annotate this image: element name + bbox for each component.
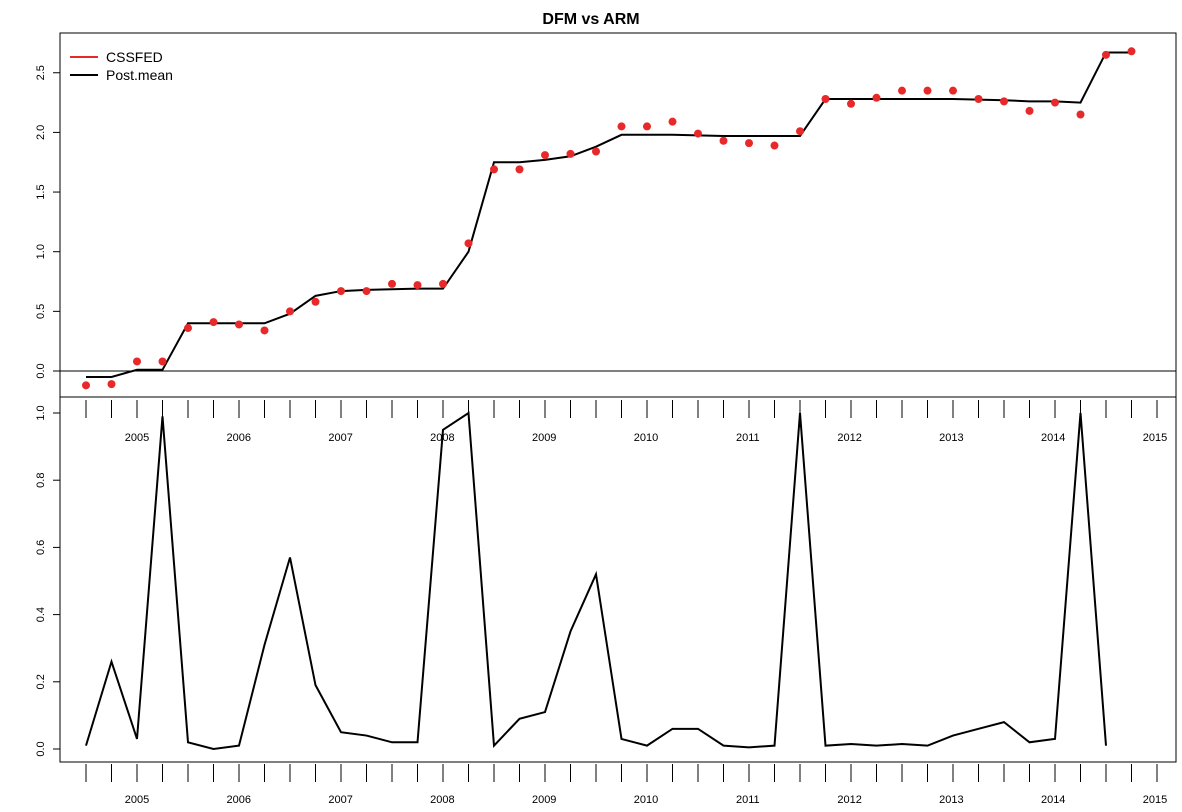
top-x-tick-label: 2014 — [1041, 432, 1065, 444]
bottom-panel: 0.00.20.40.60.81.0 2005 2006 2007 2008 2009 2… — [35, 396, 1177, 806]
bottom-x-tick-label: 2009 — [532, 794, 556, 806]
bottom-x-tick-label: 2012 — [837, 794, 861, 806]
chart-title: DFM vs ARM — [542, 11, 639, 28]
top-plot-frame — [59, 32, 1177, 398]
cssfed-point — [898, 86, 906, 95]
top-x-tick-label: 2007 — [328, 432, 352, 444]
cssfed-point — [413, 281, 422, 290]
cssfed-point — [133, 357, 141, 366]
cssfed-series — [82, 47, 1136, 390]
cssfed-point — [490, 165, 498, 174]
top-y-tick-label: 0.0 — [35, 363, 47, 378]
bottom-x-tick-label: 2006 — [227, 794, 251, 806]
cssfed-point — [566, 149, 575, 158]
top-x-tick-label: 2006 — [227, 432, 251, 444]
bottom-x-tick-label: 2013 — [939, 794, 963, 806]
bottom-x-tick-label: 2011 — [736, 794, 760, 806]
probability-line — [85, 411, 1107, 751]
cssfed-point — [745, 139, 753, 148]
cssfed-point — [974, 94, 983, 103]
cssfed-point — [107, 380, 116, 389]
top-x-tick-label: 2009 — [532, 432, 556, 444]
cssfed-point — [847, 99, 855, 108]
cssfed-point — [388, 279, 396, 288]
cssfed-point — [541, 151, 549, 160]
cssfed-point — [337, 287, 345, 296]
bottom-y-tick-label: 0.4 — [35, 607, 47, 622]
cssfed-point — [235, 320, 243, 329]
cssfed-point — [515, 165, 524, 174]
top-panel: 0.00.51.01.52.02.5 2005 2006 2007 2008 2009 2… — [35, 32, 1177, 444]
top-y-tick-label: 2.5 — [35, 65, 47, 80]
cssfed-point — [439, 279, 447, 288]
top-x-tick-label: 2013 — [939, 432, 963, 444]
cssfed-point — [821, 94, 830, 103]
bottom-y-tick-label: 0.0 — [35, 741, 47, 756]
top-x-tick-label: 2012 — [837, 432, 861, 444]
cssfed-point — [949, 86, 957, 95]
cssfed-point — [719, 136, 728, 145]
cssfed-point — [923, 86, 932, 95]
cssfed-point — [668, 117, 677, 126]
bottom-x-tick-label: 2015 — [1143, 794, 1167, 806]
cssfed-point — [464, 239, 473, 248]
top-x-tick-label: 2010 — [634, 432, 658, 444]
bottom-x-tick-label: 2008 — [430, 794, 454, 806]
cssfed-point — [362, 287, 371, 296]
top-x-tick-label: 2005 — [125, 432, 149, 444]
top-x-tick-label: 2015 — [1143, 432, 1167, 444]
bottom-x-tick-label: 2010 — [634, 794, 658, 806]
top-y-tick-label: 1.0 — [35, 244, 47, 259]
cssfed-point — [1076, 110, 1085, 119]
top-y-axis: 0.0 0.5 1.0 1.5 2.0 2.5 — [35, 65, 60, 379]
cssfed-point — [796, 127, 804, 136]
legend-label-cssfed: CSSFED — [106, 49, 163, 65]
cssfed-point — [286, 307, 294, 316]
cssfed-point — [592, 147, 600, 156]
cssfed-point — [872, 93, 881, 102]
cssfed-point — [770, 141, 779, 150]
cssfed-point — [1000, 97, 1008, 106]
cssfed-point — [694, 129, 702, 138]
bottom-y-tick-label: 0.8 — [35, 473, 47, 488]
legend-label-post-mean: Post.mean — [106, 67, 173, 83]
cssfed-point — [158, 357, 167, 366]
cssfed-point — [82, 381, 90, 390]
bottom-x-tick-label: 2005 — [125, 794, 149, 806]
cssfed-point — [1127, 47, 1136, 56]
bottom-y-tick-label: 1.0 — [35, 405, 47, 420]
cssfed-point — [1025, 106, 1034, 115]
cssfed-point — [260, 326, 269, 335]
top-y-tick-label: 0.5 — [35, 304, 47, 319]
bottom-y-axis: 0.0 0.2 0.4 0.6 0.8 1.0 — [35, 405, 60, 757]
cssfed-point — [643, 122, 651, 131]
post-mean-line — [86, 51, 1132, 378]
post-mean-series — [86, 51, 1132, 378]
bottom-y-tick-label: 0.6 — [35, 540, 47, 555]
bottom-plot-frame — [59, 396, 1177, 763]
cssfed-point — [184, 324, 192, 333]
cssfed-point — [209, 318, 218, 327]
top-x-tick-label: 2011 — [736, 432, 760, 444]
cssfed-point — [617, 122, 626, 131]
cssfed-point — [311, 297, 320, 306]
cssfed-point — [1051, 98, 1059, 107]
bottom-y-tick-label: 0.2 — [35, 674, 47, 689]
cssfed-point — [1102, 50, 1110, 59]
bottom-x-tick-label: 2014 — [1041, 794, 1065, 806]
bottom-x-axis: 2005 2006 2007 2008 2009 2010 2011 2012 2013 2014… — [85, 764, 1167, 806]
legend: CSSFED Post.mean — [70, 49, 173, 83]
probability-series — [85, 411, 1107, 751]
bottom-x-tick-label: 2007 — [328, 794, 352, 806]
top-x-axis: 2005 2006 2007 2008 2009 2010 2011 2012 2013 2014… — [85, 400, 1167, 444]
top-y-tick-label: 2.0 — [35, 125, 47, 140]
top-y-tick-label: 1.5 — [35, 184, 47, 199]
